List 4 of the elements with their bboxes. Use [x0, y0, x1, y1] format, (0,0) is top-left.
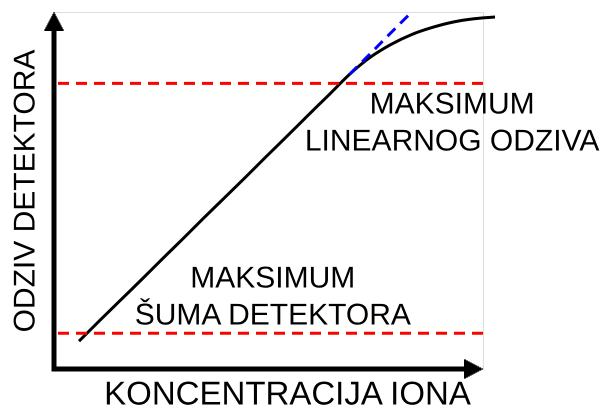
ref-line-label: MAKSIMUM ŠUMA DETEKTORA [134, 261, 411, 332]
x-axis-title: KONCENTRACIJA IONA [104, 374, 471, 408]
y-axis-title: ODZIV DETEKTORA [8, 50, 42, 332]
ref-line-label: MAKSIMUM LINEARNOG ODZIVA [304, 87, 600, 158]
